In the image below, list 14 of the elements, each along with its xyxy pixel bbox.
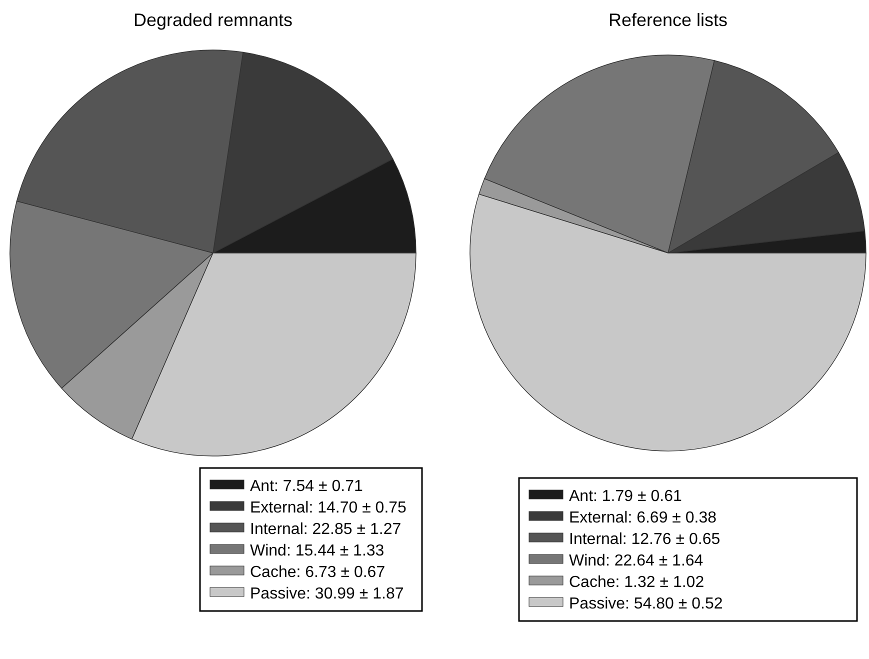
legend-label: Passive: 30.99 ± 1.87	[250, 586, 404, 602]
chart-title: Reference lists	[608, 10, 728, 30]
legend-label: Cache: 1.32 ± 1.02	[569, 574, 704, 591]
legend-label: Internal: 22.85 ± 1.27	[250, 521, 402, 538]
legend-label: External: 14.70 ± 0.75	[250, 500, 407, 516]
chart-title: Degraded remnants	[133, 10, 293, 30]
legend-label: Ant: 7.54 ± 0.71	[250, 478, 363, 495]
legend-label: Wind: 22.64 ± 1.64	[569, 552, 704, 570]
legend-label: Cache: 6.73 ± 0.67	[250, 564, 386, 581]
legend-label: Ant: 1.79 ± 0.61	[569, 488, 682, 505]
legend-label: Wind: 15.44 ± 1.33	[250, 542, 384, 560]
legend-label: External: 6.69 ± 0.38	[569, 510, 717, 526]
legend-label: Internal: 12.76 ± 0.65	[569, 531, 720, 548]
legend-label: Passive: 54.80 ± 0.52	[569, 596, 723, 612]
